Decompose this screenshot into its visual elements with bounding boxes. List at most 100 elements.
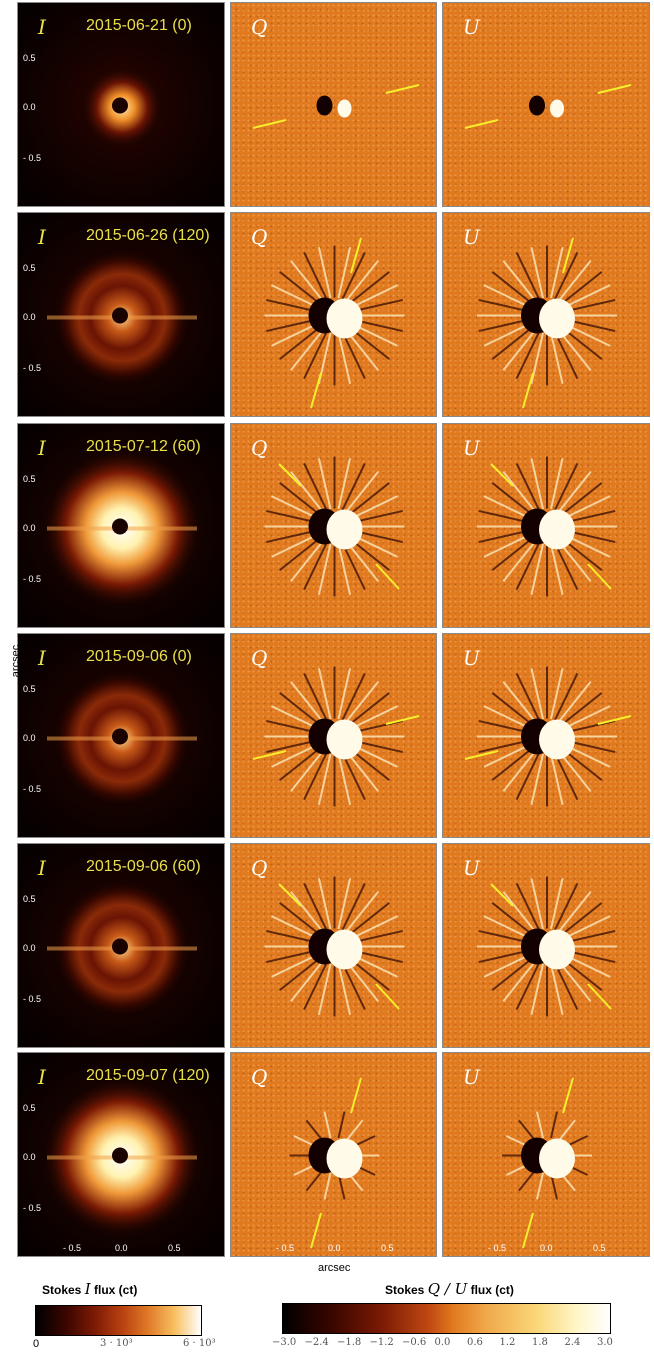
intensity-colorbar-tick: 3 · 10³ — [100, 1338, 133, 1349]
polarization-colorbar-symbol: Q / U — [427, 1280, 468, 1298]
polarization-ray — [350, 495, 399, 520]
y-axis-label: arcsec — [10, 644, 22, 678]
polarization-ray — [478, 509, 530, 524]
polarization-ray — [347, 902, 390, 937]
polarization-ray — [317, 963, 332, 1015]
polarization-angle-line — [278, 463, 302, 487]
polarization-angle-line — [310, 372, 322, 409]
polarization-ray — [483, 322, 532, 347]
x-tick-label: 0.0 — [540, 1243, 553, 1253]
polarization-colorbar-tick: −1.8 — [337, 1337, 362, 1348]
polarization-angle-line — [597, 715, 632, 725]
panel-image — [42, 1077, 202, 1238]
polarization-ray — [317, 458, 332, 510]
intensity-colorbar-tick: 6 · 10³ — [183, 1338, 216, 1349]
polarization-ray — [483, 743, 532, 768]
panel-i-row-3: I 2015-07-12 (60) 0.5 0.0 - 0.5 — [17, 423, 225, 628]
polarization-colorbar-tick: 0.6 — [467, 1337, 483, 1348]
y-tick-label: 0.0 — [23, 733, 36, 743]
polarization-ray — [478, 739, 530, 754]
polarization-ray — [303, 752, 328, 801]
polarization-ray — [557, 681, 592, 724]
x-tick-label: 0.0 — [115, 1243, 128, 1253]
stokes-i-label: I — [38, 436, 46, 460]
polarization-ray — [341, 672, 366, 721]
polarization-ray — [553, 331, 579, 380]
polarization-ray — [290, 891, 325, 934]
polarization-ray — [502, 749, 537, 792]
y-tick-label: 0.5 — [23, 894, 36, 904]
polarization-ray — [350, 284, 399, 309]
positive-lobe — [337, 99, 352, 118]
polarization-ray — [344, 681, 379, 724]
polarization-ray — [491, 536, 534, 571]
observation-date: 2015-06-26 (120) — [86, 227, 210, 244]
positive-lobe — [326, 298, 363, 339]
polarization-ray — [491, 902, 534, 937]
y-tick-label: - 0.5 — [23, 363, 42, 373]
panel-u-row-5: U — [442, 843, 650, 1048]
polarization-angle-line — [464, 750, 499, 760]
polarization-ray — [337, 332, 352, 384]
polarization-ray — [337, 668, 352, 720]
coronagraph-mask — [112, 728, 128, 745]
polarization-ray — [550, 878, 564, 930]
polarization-colorbar-tick: 2.4 — [564, 1337, 581, 1348]
panel-i-row-6: I 2015-09-07 (120) 0.5 0.0 - 0.5 - 0.5 0.0 0.5 — [17, 1052, 225, 1257]
polarization-ray — [341, 462, 366, 511]
polarization-ray — [562, 915, 611, 940]
panel-image — [464, 666, 632, 807]
x-tick-label: - 0.5 — [276, 1243, 295, 1253]
stokes-u-label: U — [463, 225, 480, 249]
stokes-q-label: Q — [251, 436, 268, 460]
polarization-angle-line — [490, 463, 514, 487]
negative-lobe — [316, 95, 333, 116]
polarization-ray — [483, 533, 532, 558]
y-tick-label: 0.0 — [23, 102, 36, 112]
polarization-ray — [491, 956, 534, 991]
polarization-ray — [536, 1111, 544, 1139]
polarization-colorbar-tick: 1.8 — [532, 1337, 548, 1348]
polarization-ray — [303, 542, 328, 591]
polarization-ray — [341, 331, 366, 380]
polarization-ray — [266, 929, 318, 944]
panel-u-row-4: U — [442, 633, 650, 838]
polarization-ray — [341, 962, 366, 1011]
polarization-ray — [279, 746, 322, 781]
polarization-angle-line — [464, 119, 499, 129]
polarization-ray — [562, 495, 611, 520]
polarization-ray — [290, 471, 325, 514]
polarization-ray — [347, 482, 390, 517]
polarization-ray — [515, 882, 541, 931]
polarization-ray — [341, 752, 366, 801]
x-tick-label: 0.0 — [328, 1243, 341, 1253]
polarization-angle-line — [522, 372, 534, 409]
polarization-angle-line — [350, 1077, 362, 1114]
polarization-ray — [483, 705, 532, 730]
panel-image — [47, 668, 197, 809]
polarization-ray — [303, 462, 328, 511]
polarization-ray — [491, 325, 534, 360]
polarization-ray — [530, 753, 544, 805]
y-tick-label: - 0.5 — [23, 1203, 42, 1213]
polarization-angle-line — [490, 883, 514, 907]
polarization-ray — [515, 752, 541, 801]
panel-i-row-2: I 2015-06-26 (120) 0.5 0.0 - 0.5 — [17, 212, 225, 417]
panel-q-row-4: Q — [230, 633, 437, 838]
intensity-colorbar-symbol: I — [84, 1280, 91, 1298]
stokes-u-label: U — [463, 15, 480, 39]
polarization-colorbar-title: Stokes Q / U flux (ct) — [385, 1280, 514, 1298]
polarization-ray — [560, 692, 603, 727]
observation-date: 2015-09-06 (0) — [86, 648, 192, 665]
polarization-colorbar-tick: 3.0 — [597, 1337, 613, 1348]
polarization-ray — [560, 482, 603, 517]
panel-image — [477, 237, 617, 409]
intensity-colorbar-title: Stokes I flux (ct) — [42, 1280, 137, 1298]
polarization-ray — [483, 953, 532, 978]
polarization-angle-line — [350, 237, 362, 274]
panel-image — [502, 1077, 592, 1249]
polarization-ray — [553, 542, 579, 591]
intensity-colorbar-tick: 0 — [33, 1338, 40, 1350]
positive-lobe — [550, 99, 564, 118]
polarization-ray — [562, 705, 611, 730]
